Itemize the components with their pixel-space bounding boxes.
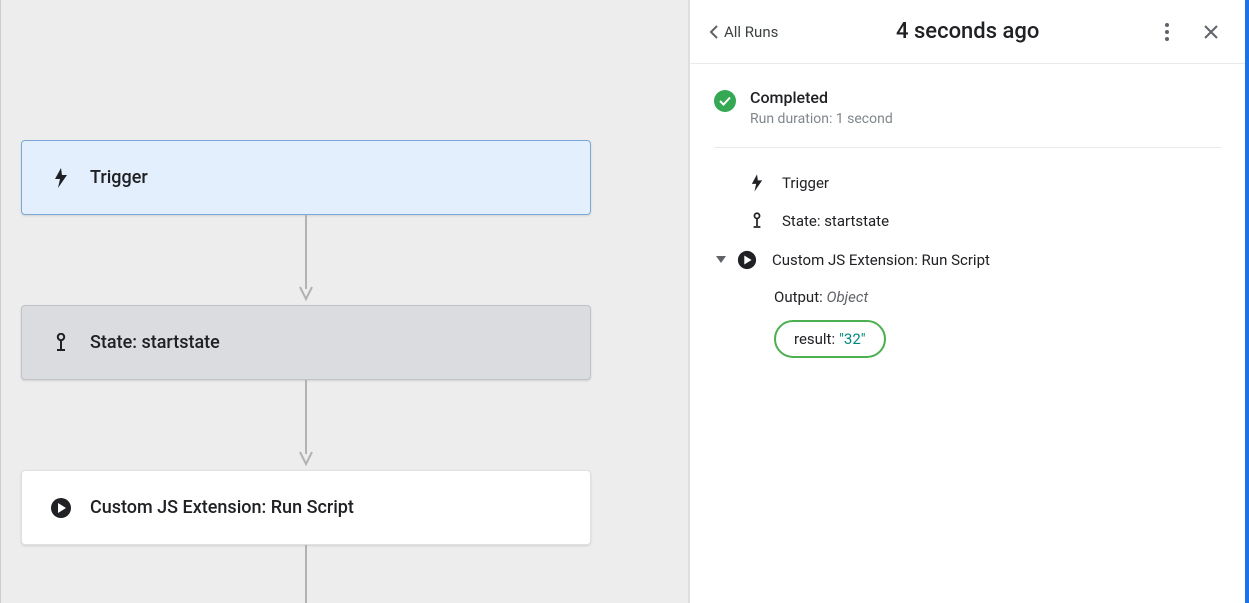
step-state-label: State: startstate [782, 212, 889, 230]
lightning-icon [746, 174, 768, 192]
node-trigger[interactable]: Trigger [21, 140, 591, 215]
step-trigger[interactable]: Trigger [714, 164, 1221, 202]
play-circle-icon [736, 250, 758, 270]
node-trigger-label: Trigger [90, 167, 148, 188]
connector [21, 380, 591, 470]
step-custom-js[interactable]: Custom JS Extension: Run Script [714, 240, 1221, 280]
flow-container: Trigger State: startstate Custom JS Exte… [21, 140, 591, 603]
step-trigger-label: Trigger [782, 174, 829, 192]
back-label: All Runs [724, 23, 778, 41]
more-vertical-icon [1165, 23, 1169, 41]
result-pill: result: "32" [774, 320, 886, 358]
status-title: Completed [750, 88, 893, 107]
node-action-label: Custom JS Extension: Run Script [90, 497, 354, 518]
workflow-canvas: Trigger State: startstate Custom JS Exte… [0, 0, 689, 603]
close-panel-button[interactable] [1193, 14, 1229, 50]
node-custom-js[interactable]: Custom JS Extension: Run Script [21, 470, 591, 545]
panel-title: 4 seconds ago [786, 19, 1149, 44]
back-all-runs[interactable]: All Runs [700, 17, 786, 47]
state-icon [746, 212, 768, 230]
output-type: Object [826, 288, 868, 306]
node-state[interactable]: State: startstate [21, 305, 591, 380]
step-list: Trigger State: startstate Custom JS Exte… [714, 148, 1221, 358]
state-icon [50, 332, 72, 354]
check-circle-icon [714, 90, 736, 112]
run-status: Completed Run duration: 1 second [714, 88, 1221, 148]
output-block: Output: Object result: "32" [714, 280, 1221, 358]
panel-header: All Runs 4 seconds ago [690, 0, 1245, 64]
run-details-panel: All Runs 4 seconds ago Completed Run dur… [689, 0, 1249, 603]
caret-down-icon [714, 256, 728, 264]
result-value: "32" [839, 330, 865, 348]
connector [21, 545, 591, 603]
result-key: result: [794, 330, 835, 348]
output-label: Output: [774, 288, 823, 306]
node-state-label: State: startstate [90, 332, 220, 353]
step-action-label: Custom JS Extension: Run Script [772, 251, 990, 269]
lightning-icon [50, 167, 72, 189]
step-state[interactable]: State: startstate [714, 202, 1221, 240]
connector [21, 215, 591, 305]
more-menu-button[interactable] [1149, 14, 1185, 50]
status-subtitle: Run duration: 1 second [750, 111, 893, 127]
chevron-left-icon [708, 24, 720, 40]
play-circle-icon [50, 497, 72, 519]
close-icon [1203, 24, 1219, 40]
